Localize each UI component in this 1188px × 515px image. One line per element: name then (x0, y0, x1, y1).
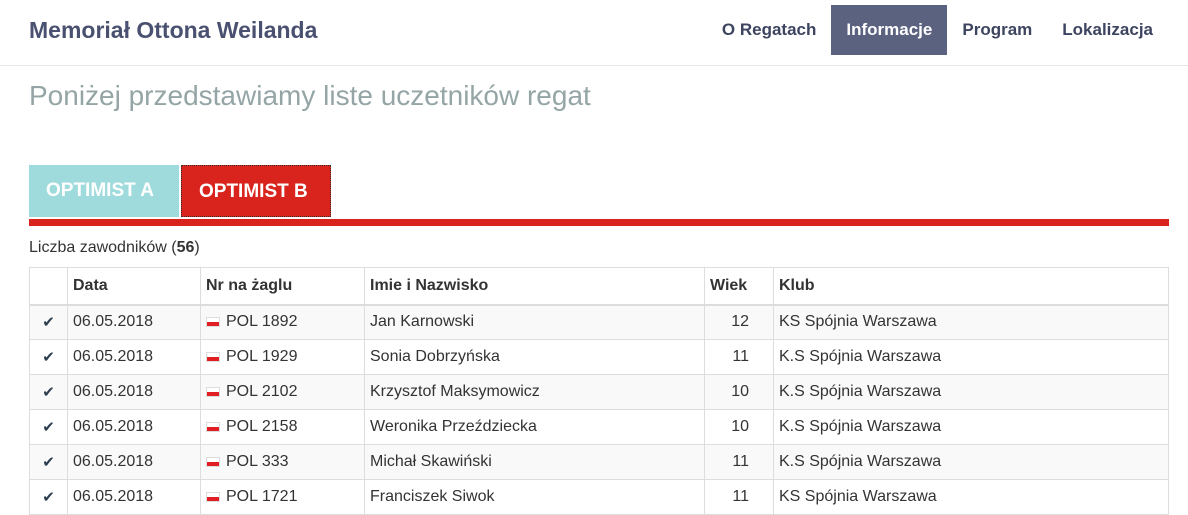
table-header-row: Data Nr na żaglu Imie i Nazwisko Wiek Kl… (29, 267, 1169, 306)
cell-age: 11 (704, 479, 774, 515)
check-icon: ✔ (29, 444, 68, 480)
class-tabs: OPTIMIST A OPTIMIST B (29, 165, 333, 217)
table-row: ✔ 06.05.2018 POL 1721 Franciszek Siwok 1… (29, 479, 1169, 515)
cell-date: 06.05.2018 (67, 409, 201, 445)
table-row: ✔ 06.05.2018 POL 2102 Krzysztof Maksymow… (29, 374, 1169, 410)
cell-date: 06.05.2018 (67, 444, 201, 480)
menu-o-regatach[interactable]: O Regatach (721, 20, 817, 39)
cell-club: K.S Spójnia Warszawa (773, 374, 1169, 410)
cell-club: KS Spójnia Warszawa (773, 304, 1169, 340)
header-name[interactable]: Imie i Nazwisko (364, 267, 705, 306)
cell-club: K.S Spójnia Warszawa (773, 339, 1169, 375)
cell-sail: POL 333 (200, 444, 365, 480)
check-icon: ✔ (29, 339, 68, 375)
cell-sail: POL 2158 (200, 409, 365, 445)
menu-lokalizacja[interactable]: Lokalizacja (1062, 20, 1153, 39)
header-age[interactable]: Wiek (704, 267, 774, 306)
cell-sail: POL 1929 (200, 339, 365, 375)
header-club[interactable]: Klub (773, 267, 1169, 306)
header-check (29, 267, 68, 306)
poland-flag-icon (206, 387, 220, 397)
poland-flag-icon (206, 352, 220, 362)
header-sail[interactable]: Nr na żaglu (200, 267, 365, 306)
cell-date: 06.05.2018 (67, 304, 201, 340)
check-icon: ✔ (29, 479, 68, 515)
cell-name: Jan Karnowski (364, 304, 705, 340)
cell-name: Sonia Dobrzyńska (364, 339, 705, 375)
cell-sail: POL 2102 (200, 374, 365, 410)
cell-date: 06.05.2018 (67, 479, 201, 515)
tab-optimist-b[interactable]: OPTIMIST B (181, 165, 331, 217)
page-title: Poniżej przedstawiamy liste uczetników r… (29, 80, 591, 111)
table-row: ✔ 06.05.2018 POL 2158 Weronika Przeździe… (29, 409, 1169, 445)
cell-age: 11 (704, 339, 774, 375)
cell-name: Krzysztof Maksymowicz (364, 374, 705, 410)
cell-age: 10 (704, 374, 774, 410)
brand-logo[interactable]: Memoriał Ottona Weilanda (29, 17, 318, 43)
cell-name: Michał Skawiński (364, 444, 705, 480)
cell-date: 06.05.2018 (67, 374, 201, 410)
cell-club: K.S Spójnia Warszawa (773, 409, 1169, 445)
poland-flag-icon (206, 317, 220, 328)
tab-underline (29, 219, 1169, 226)
navbar: Memoriał Ottona Weilanda O Regatach Info… (0, 0, 1188, 66)
cell-date: 06.05.2018 (67, 339, 201, 375)
cell-sail: POL 1721 (200, 479, 365, 515)
tab-optimist-a[interactable]: OPTIMIST A (29, 165, 179, 217)
poland-flag-icon (206, 457, 220, 467)
table-row: ✔ 06.05.2018 POL 333 Michał Skawiński 11… (29, 444, 1169, 480)
poland-flag-icon (206, 422, 220, 432)
menu-program[interactable]: Program (962, 20, 1033, 39)
cell-sail: POL 1892 (200, 304, 365, 340)
header-data[interactable]: Data (67, 267, 201, 306)
check-icon: ✔ (29, 304, 68, 340)
table-row: ✔ 06.05.2018 POL 1929 Sonia Dobrzyńska 1… (29, 339, 1169, 375)
menu-informacje[interactable]: Informacje (831, 5, 948, 55)
table-row: ✔ 06.05.2018 POL 1892 Jan Karnowski 12 K… (29, 304, 1169, 340)
cell-age: 12 (704, 304, 774, 340)
cell-name: Weronika Przeździecka (364, 409, 705, 445)
participant-count: Liczba zawodników (56) (29, 239, 200, 256)
check-icon: ✔ (29, 409, 68, 445)
check-icon: ✔ (29, 374, 68, 410)
main-menu: O Regatach Informacje Program Lokalizacj… (707, 5, 1168, 55)
cell-age: 10 (704, 409, 774, 445)
cell-name: Franciszek Siwok (364, 479, 705, 515)
cell-age: 11 (704, 444, 774, 480)
cell-club: KS Spójnia Warszawa (773, 479, 1169, 515)
cell-club: K.S Spójnia Warszawa (773, 444, 1169, 480)
participants-table: Data Nr na żaglu Imie i Nazwisko Wiek Kl… (29, 267, 1169, 515)
poland-flag-icon (206, 492, 220, 502)
count-value: 56 (176, 239, 195, 256)
